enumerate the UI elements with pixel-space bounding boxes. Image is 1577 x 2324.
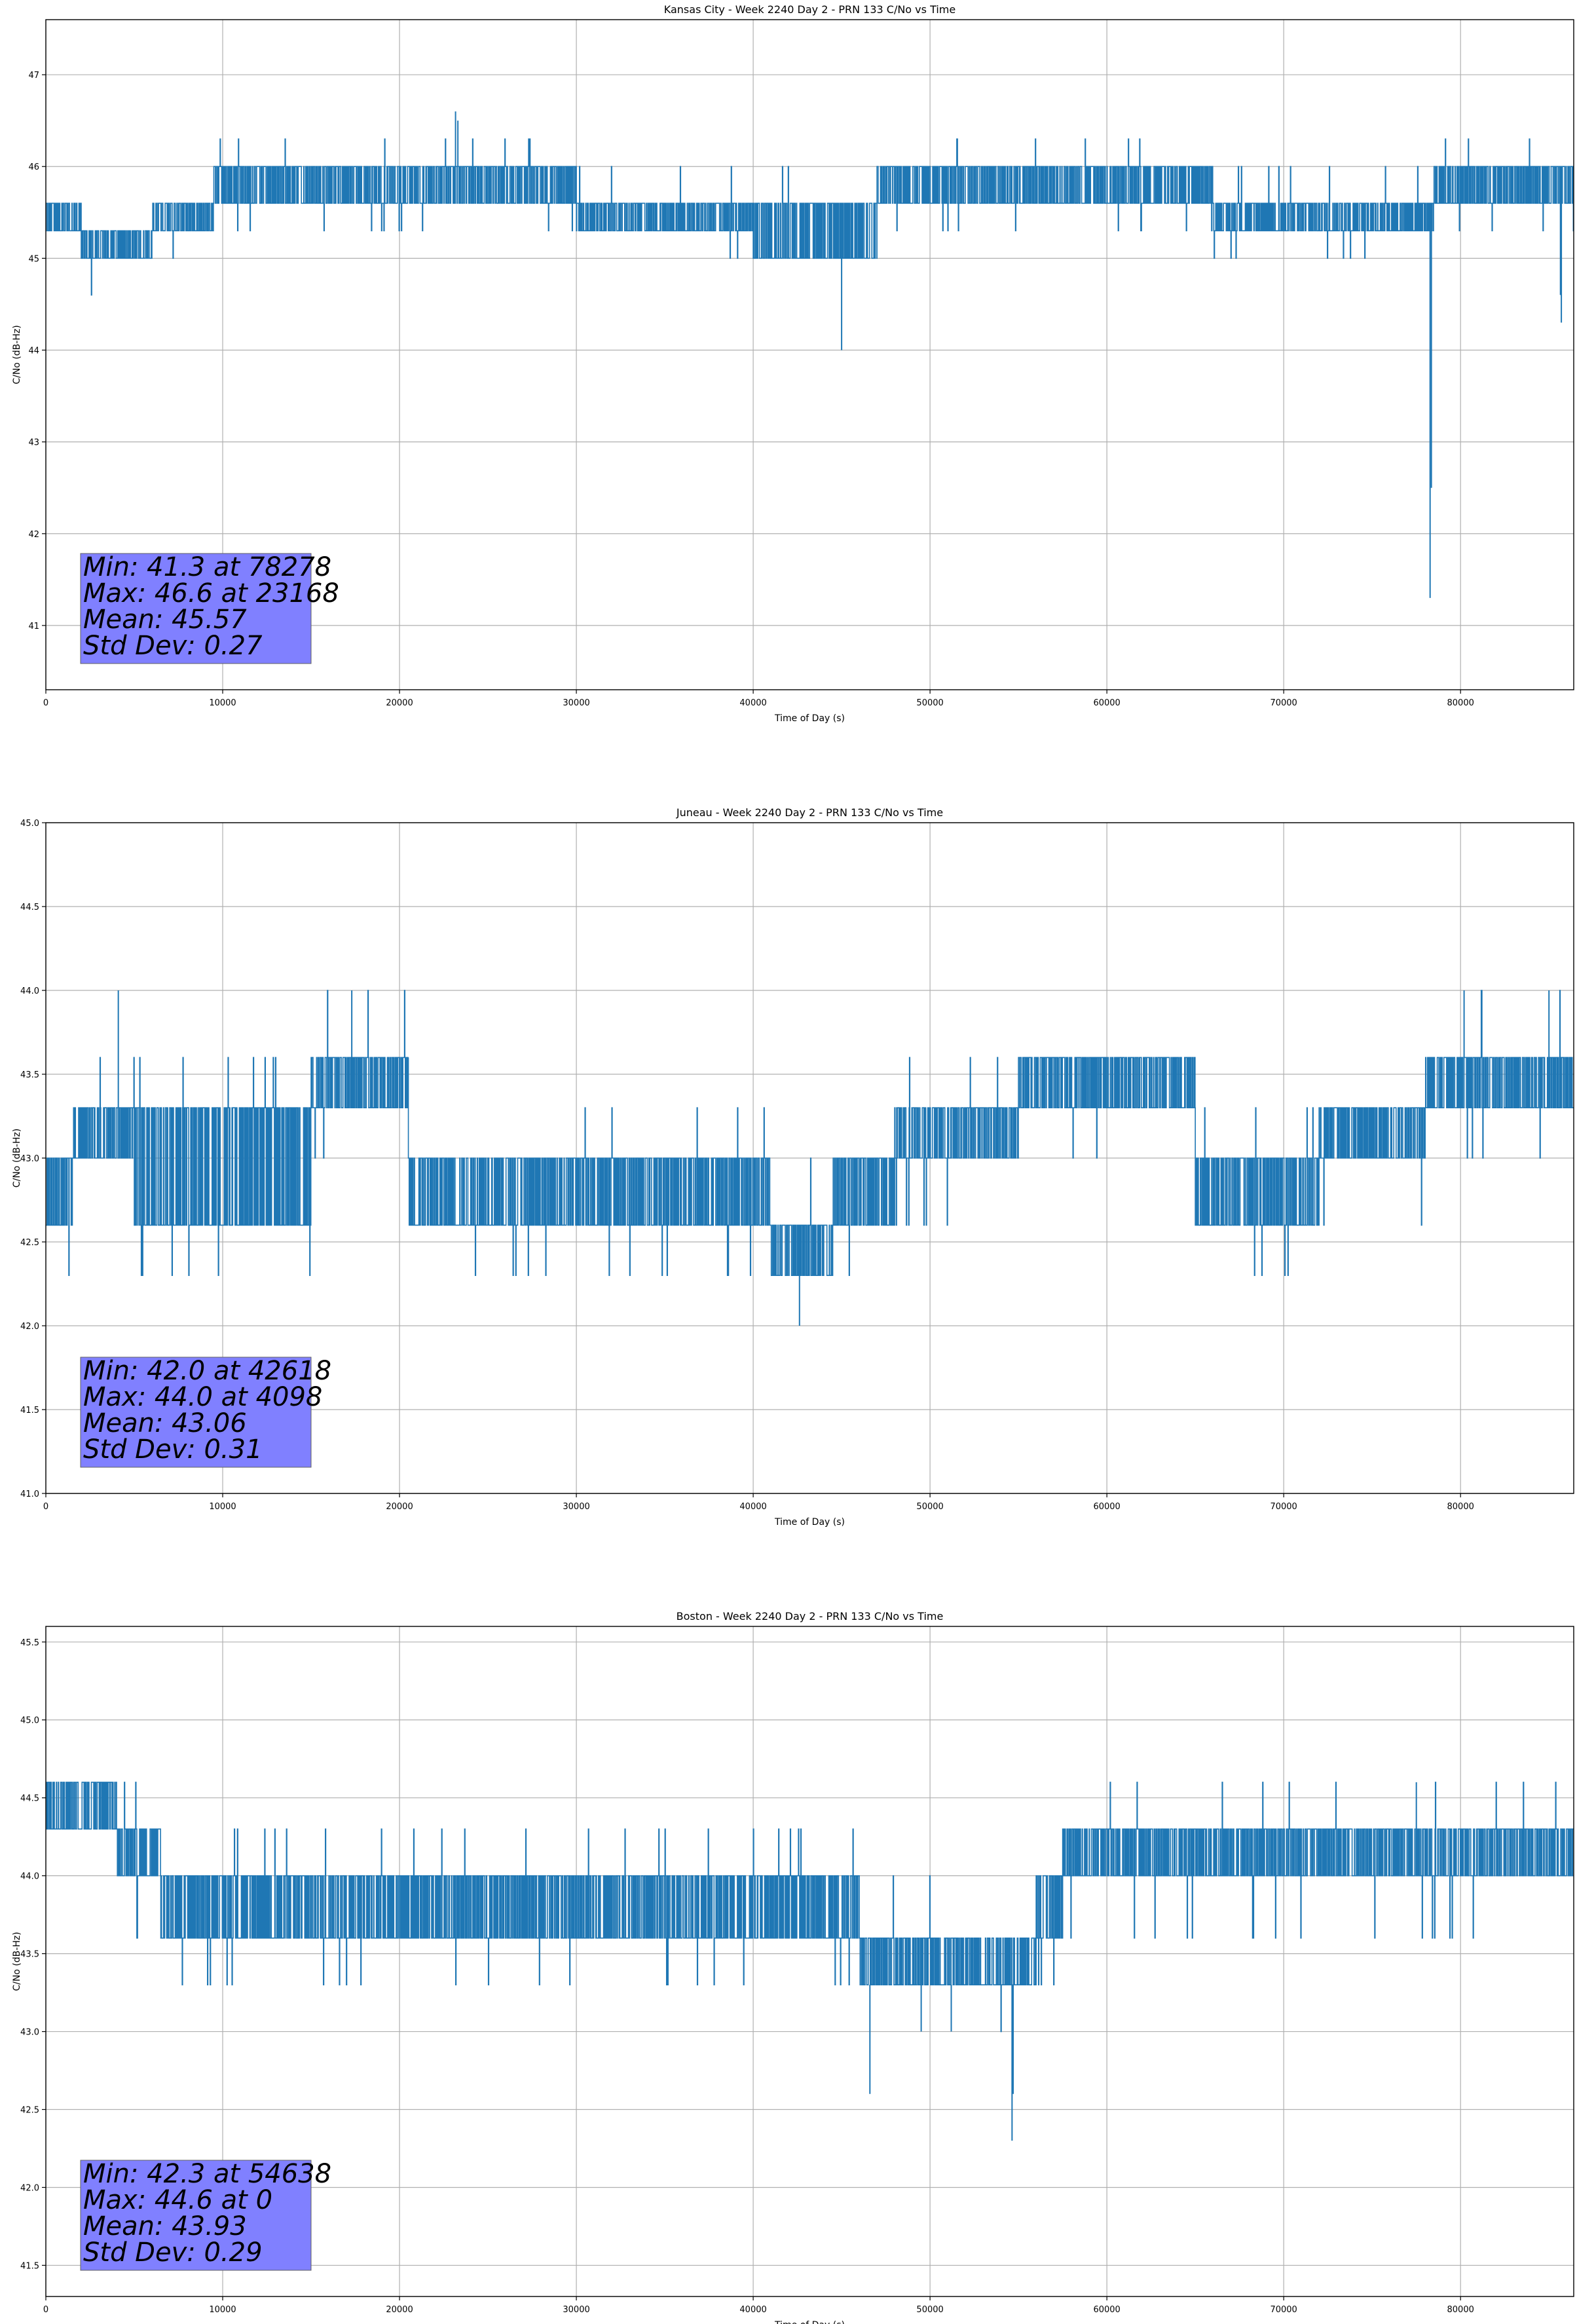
stats-line: Std Dev: 0.29	[83, 2238, 263, 2268]
y-tick-label: 42	[28, 530, 39, 540]
x-tick-label: 0	[43, 2305, 48, 2315]
y-tick-label: 41.5	[20, 2261, 39, 2271]
y-tick-label: 42.0	[20, 1322, 39, 1332]
stats-box	[80, 2160, 312, 2271]
y-tick-label: 45	[28, 254, 39, 264]
x-axis-label: Time of Day (s)	[774, 1517, 845, 1527]
chart-panel-2: 0 10000 20000 30000 40000 50000 60000 70000 8000…	[12, 806, 1574, 1527]
stats-line: Mean: 43.93	[83, 2211, 247, 2241]
x-tick-label: 50000	[916, 2305, 943, 2315]
x-tick-label: 80000	[1447, 2305, 1474, 2315]
stats-box	[80, 553, 312, 664]
x-tick-label: 40000	[739, 1502, 766, 1512]
y-tick-label: 43.0	[20, 2028, 39, 2038]
y-tick-label: 42.0	[20, 2183, 39, 2193]
cno-series-line	[46, 1782, 1574, 2033]
x-tick-label: 70000	[1270, 698, 1297, 708]
y-tick-label: 44.0	[20, 986, 39, 996]
x-tick-label: 10000	[209, 2305, 236, 2315]
cno-series-line	[46, 138, 1574, 296]
x-tick-label: 50000	[916, 1502, 943, 1512]
y-tick-label: 44.0	[20, 1872, 39, 1882]
y-tick-label: 47	[28, 71, 39, 81]
y-axis-label: C/No (dB-Hz)	[12, 1932, 22, 1991]
x-tick-label: 10000	[209, 1502, 236, 1512]
y-tick-label: 45.0	[20, 1716, 39, 1726]
stats-line: Max: 44.0 at 4098	[83, 1382, 322, 1412]
y-tick-label: 43.5	[20, 1950, 39, 1960]
stats-line: Std Dev: 0.31	[83, 1434, 263, 1465]
x-tick-label: 80000	[1447, 698, 1474, 708]
y-tick-label: 41.0	[20, 1490, 39, 1499]
axes-frame	[45, 19, 1574, 690]
x-tick-label: 30000	[563, 2305, 589, 2315]
chart-panel-3: 0 10000 20000 30000 40000 50000 60000 70000 8000…	[12, 1610, 1574, 2324]
x-tick-label: 60000	[1093, 2305, 1120, 2315]
y-tick-label: 41	[28, 622, 39, 631]
y-tick-label: 42.5	[20, 1238, 39, 1248]
y-tick-label: 44	[28, 346, 39, 356]
stats-box	[80, 1357, 312, 1468]
x-tick-label: 40000	[739, 698, 766, 708]
y-tick-label: 43	[28, 438, 39, 448]
x-axis-label: Time of Day (s)	[774, 713, 845, 724]
x-tick-label: 70000	[1270, 1502, 1297, 1512]
x-tick-label: 70000	[1270, 2305, 1297, 2315]
stats-line: Max: 44.6 at 0	[83, 2185, 272, 2215]
x-tick-label: 20000	[386, 698, 413, 708]
x-tick-label: 60000	[1093, 698, 1120, 708]
x-tick-label: 20000	[386, 1502, 413, 1512]
stats-line: Min: 42.3 at 54638	[83, 2159, 331, 2189]
cno-series-line	[46, 990, 1574, 1276]
y-tick-label: 44.5	[20, 1794, 39, 1804]
y-tick-label: 43.0	[20, 1154, 39, 1164]
x-tick-label: 60000	[1093, 1502, 1120, 1512]
y-tick-label: 44.5	[20, 903, 39, 912]
stats-line: Mean: 43.06	[83, 1408, 247, 1438]
y-tick-label: 45.0	[20, 819, 39, 829]
stats-line: Min: 41.3 at 78278	[83, 552, 331, 582]
y-tick-label: 45.5	[20, 1638, 39, 1648]
y-tick-label: 42.5	[20, 2106, 39, 2116]
stats-line: Std Dev: 0.27	[83, 631, 263, 661]
x-axis-label: Time of Day (s)	[774, 2320, 845, 2324]
x-tick-label: 30000	[563, 1502, 589, 1512]
chart-title: Juneau - Week 2240 Day 2 - PRN 133 C/No …	[676, 806, 943, 819]
chart-title: Kansas City - Week 2240 Day 2 - PRN 133 …	[664, 3, 955, 16]
x-tick-label: 0	[43, 698, 48, 708]
axes-frame	[45, 1626, 1574, 2297]
stats-line: Max: 46.6 at 23168	[83, 578, 339, 609]
y-tick-label: 43.5	[20, 1070, 39, 1080]
x-tick-label: 20000	[386, 2305, 413, 2315]
chart-panel-1: 0 10000 20000 30000 40000 50000 60000 70000 8000…	[12, 3, 1574, 724]
x-tick-label: 0	[43, 1502, 48, 1512]
x-tick-label: 10000	[209, 698, 236, 708]
y-tick-label: 41.5	[20, 1406, 39, 1415]
stats-line: Min: 42.0 at 42618	[83, 1356, 331, 1386]
y-axis-label: C/No (dB-Hz)	[12, 1129, 22, 1188]
x-tick-label: 80000	[1447, 1502, 1474, 1512]
chart-title: Boston - Week 2240 Day 2 - PRN 133 C/No …	[677, 1610, 944, 1622]
x-tick-label: 30000	[563, 698, 589, 708]
x-tick-label: 50000	[916, 698, 943, 708]
y-tick-label: 46	[28, 162, 39, 172]
y-axis-label: C/No (dB-Hz)	[12, 325, 22, 384]
stats-line: Mean: 45.57	[83, 605, 247, 635]
x-tick-label: 40000	[739, 2305, 766, 2315]
